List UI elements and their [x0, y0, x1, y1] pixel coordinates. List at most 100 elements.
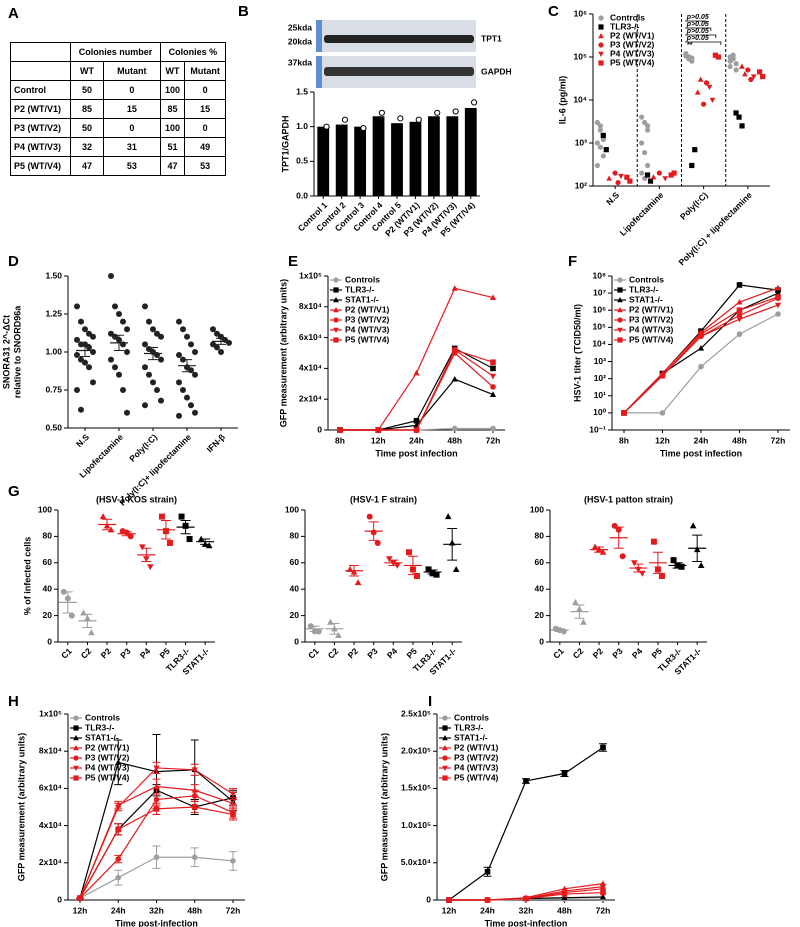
point	[158, 356, 164, 363]
point	[176, 352, 182, 359]
y-tick-label: 20	[43, 610, 53, 620]
table-row: P4 (WT/V3) 32 31 51 49	[9, 137, 226, 157]
x-tick-label: N.S	[74, 432, 91, 449]
point	[730, 55, 736, 61]
point	[176, 412, 182, 419]
point	[594, 162, 600, 169]
point	[153, 783, 160, 789]
legend-label: TLR3-/-	[610, 21, 639, 31]
point	[644, 172, 651, 178]
y-axis-label: GFP measurement (arbitrary units)	[278, 279, 288, 427]
point	[413, 417, 420, 424]
point	[112, 303, 118, 310]
point	[153, 806, 160, 812]
error-bar	[62, 591, 73, 614]
y-tick-label: 80	[535, 531, 545, 541]
point	[490, 425, 496, 432]
value-cell: 53	[102, 156, 161, 176]
point	[139, 544, 146, 551]
panel-letter: A	[8, 5, 19, 22]
point	[78, 406, 84, 413]
legend-label: P3 (WT/V2)	[345, 314, 390, 324]
error-bar	[160, 520, 171, 540]
legend-label: TLR3-/-	[454, 722, 483, 732]
x-tick-label: Poly(I:C)	[678, 190, 710, 222]
legend-label: Controls	[345, 274, 380, 284]
point	[603, 147, 609, 153]
table-row: P2 (WT/V1) 85 15 85 15	[9, 99, 226, 119]
y-tick-label: 10⁰	[593, 407, 606, 417]
y-tick-label: 10³	[575, 137, 587, 147]
panel-letter: C	[548, 3, 559, 20]
value-cell: 0	[184, 118, 226, 138]
y-tick-label: 1.0	[296, 121, 308, 131]
legend-marker	[442, 715, 448, 721]
point	[214, 344, 220, 351]
x-tick-label: 72h	[771, 435, 786, 445]
error-bar	[216, 337, 226, 345]
y-tick-label: 100	[530, 504, 544, 514]
point	[678, 563, 685, 570]
point	[627, 178, 633, 184]
point	[639, 140, 645, 146]
legend-marker	[617, 317, 623, 323]
point	[600, 136, 606, 143]
annotation: **	[687, 42, 693, 49]
point	[115, 826, 122, 833]
x-tick-label: P2	[346, 646, 361, 661]
point	[645, 127, 651, 133]
point	[489, 294, 497, 300]
point	[153, 854, 160, 861]
point	[774, 302, 782, 309]
x-tick-label: 12h	[655, 435, 670, 445]
point	[192, 371, 198, 378]
point	[154, 387, 160, 393]
point	[115, 804, 122, 811]
x-tick-label: Poly(I:C) + lipofectamine	[677, 190, 755, 268]
legend-marker	[598, 33, 604, 39]
legend-marker	[598, 15, 604, 21]
legend-label: Controls	[629, 274, 664, 284]
point	[736, 331, 743, 337]
point	[597, 123, 603, 129]
y-tick-label: 8x10⁴	[299, 301, 322, 311]
size-marker: 20kda	[288, 36, 312, 46]
row-header: Control	[9, 80, 72, 100]
point	[757, 69, 763, 75]
point	[451, 425, 458, 432]
error-bar	[182, 359, 192, 373]
legend-label: P3 (WT/V2)	[610, 39, 655, 49]
y-tick-label: 80	[290, 531, 300, 541]
value-cell: 15	[184, 99, 226, 119]
point	[74, 336, 80, 343]
y-tick-label: 100	[38, 504, 52, 514]
point	[413, 369, 420, 376]
y-tick-label: 10⁸	[593, 270, 606, 280]
point	[736, 298, 743, 305]
point	[686, 54, 692, 60]
x-tick-label: Lipofectamine	[618, 190, 666, 238]
y-tick-label: 10²	[594, 373, 606, 383]
point	[709, 97, 716, 103]
point	[451, 285, 458, 291]
point	[433, 571, 440, 578]
x-axis-label: Time post-infection	[485, 918, 568, 927]
table-row: WT Mutant WT Mutant	[9, 61, 226, 81]
point	[230, 858, 236, 864]
point	[153, 796, 160, 803]
header-cell: Colonies %	[159, 42, 227, 62]
x-tick-label: 12h	[73, 905, 88, 915]
point	[68, 612, 75, 619]
x-tick-label: P5	[158, 646, 173, 661]
point	[597, 127, 603, 133]
row-header: P5 (WT/V4)	[9, 156, 72, 176]
legend-marker	[442, 745, 448, 751]
chart-title: (HSV-1 KOS strain)	[96, 494, 177, 504]
legend-label: STAT1-/-	[345, 294, 379, 304]
y-tick-label: 0.5	[296, 156, 308, 166]
y-tick-label: 10⁷	[593, 287, 606, 297]
point	[484, 897, 491, 903]
point	[188, 402, 194, 409]
legend-marker	[333, 277, 339, 283]
point	[698, 331, 704, 337]
